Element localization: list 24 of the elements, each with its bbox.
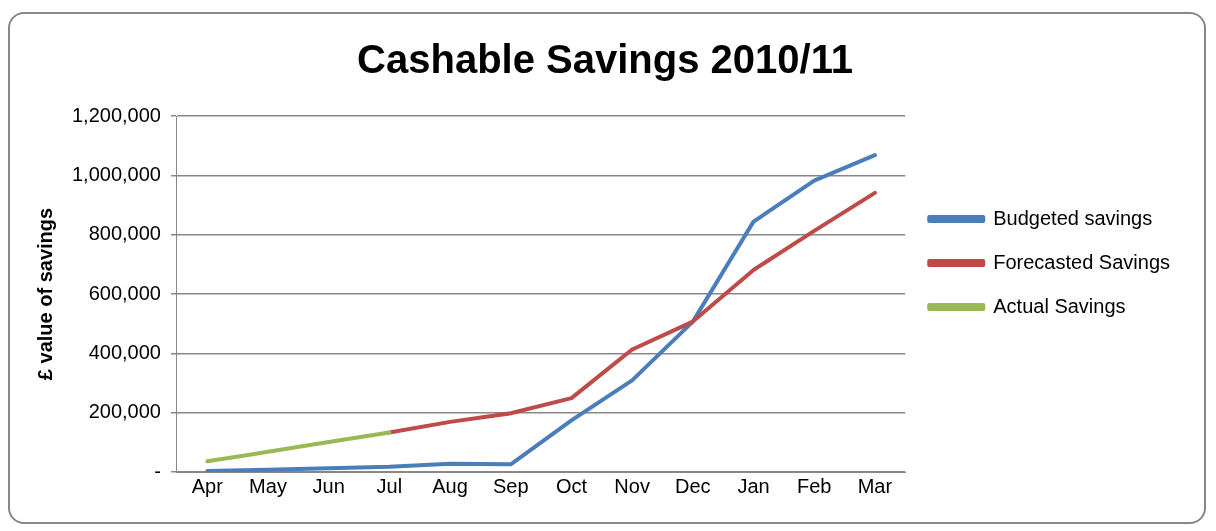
x-tick-label: Jul [376,474,403,497]
y-axis-title: £ value of savings [33,207,56,381]
x-tick-label: Nov [614,474,650,497]
y-tick-label: 200,000 [88,400,161,423]
x-tick-label: Dec [675,474,711,497]
x-tick-label: Mar [857,474,893,497]
x-tick-label: Sep [492,474,529,497]
chart-title: Cashable Savings 2010/11 [357,37,853,82]
x-tick-label: Jan [737,474,770,497]
y-tick-label: 1,000,000 [71,162,161,185]
legend-label: Actual Savings [993,294,1126,317]
x-tick-label: May [249,474,287,497]
x-tick-label: Oct [555,474,588,497]
y-tick-label: 600,000 [88,281,161,304]
y-tick-label: - [154,459,161,482]
x-tick-label: Jun [312,474,345,497]
legend-label: Budgeted savings [993,206,1153,229]
x-tick-label: Aug [432,474,468,497]
x-tick-label: Feb [796,474,832,497]
x-tick-label: Apr [191,474,224,497]
y-tick-label: 800,000 [88,222,161,245]
y-tick-label: 400,000 [88,340,161,363]
legend-label: Forecasted Savings [993,250,1171,273]
y-tick-label: 1,200,000 [71,103,161,126]
